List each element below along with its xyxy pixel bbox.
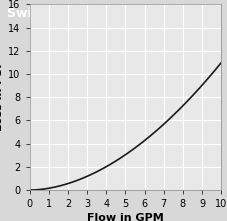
X-axis label: Flow in GPM: Flow in GPM xyxy=(87,213,163,221)
Y-axis label: Loss in PSI: Loss in PSI xyxy=(0,64,4,131)
Text: Swing Joint Friction Loss: Swing Joint Friction Loss xyxy=(7,8,178,21)
